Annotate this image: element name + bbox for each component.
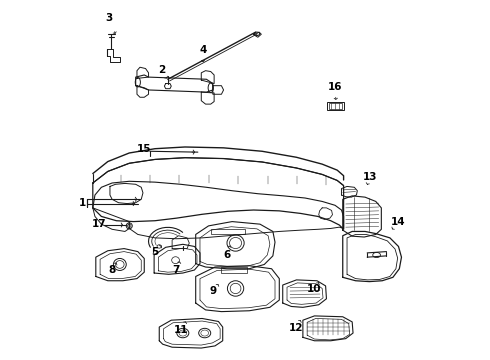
Text: 15: 15 (137, 144, 151, 154)
Text: 16: 16 (328, 82, 343, 91)
Bar (211, 229, 245, 234)
Text: 7: 7 (172, 265, 180, 275)
Text: 17: 17 (92, 219, 106, 229)
Text: 5: 5 (151, 247, 159, 257)
Text: 12: 12 (288, 323, 303, 333)
Text: 4: 4 (199, 45, 207, 55)
Text: 11: 11 (174, 325, 189, 335)
Text: 13: 13 (363, 172, 377, 182)
Text: 10: 10 (307, 284, 322, 294)
Bar (221, 267, 247, 273)
Text: 3: 3 (105, 13, 112, 23)
Text: 6: 6 (223, 250, 231, 260)
Bar (327, 102, 343, 110)
Text: 9: 9 (209, 287, 217, 297)
Text: 2: 2 (158, 65, 165, 75)
Text: 14: 14 (391, 217, 406, 228)
Bar (329, 103, 342, 109)
Text: 1: 1 (78, 198, 86, 208)
Text: 8: 8 (108, 265, 116, 275)
